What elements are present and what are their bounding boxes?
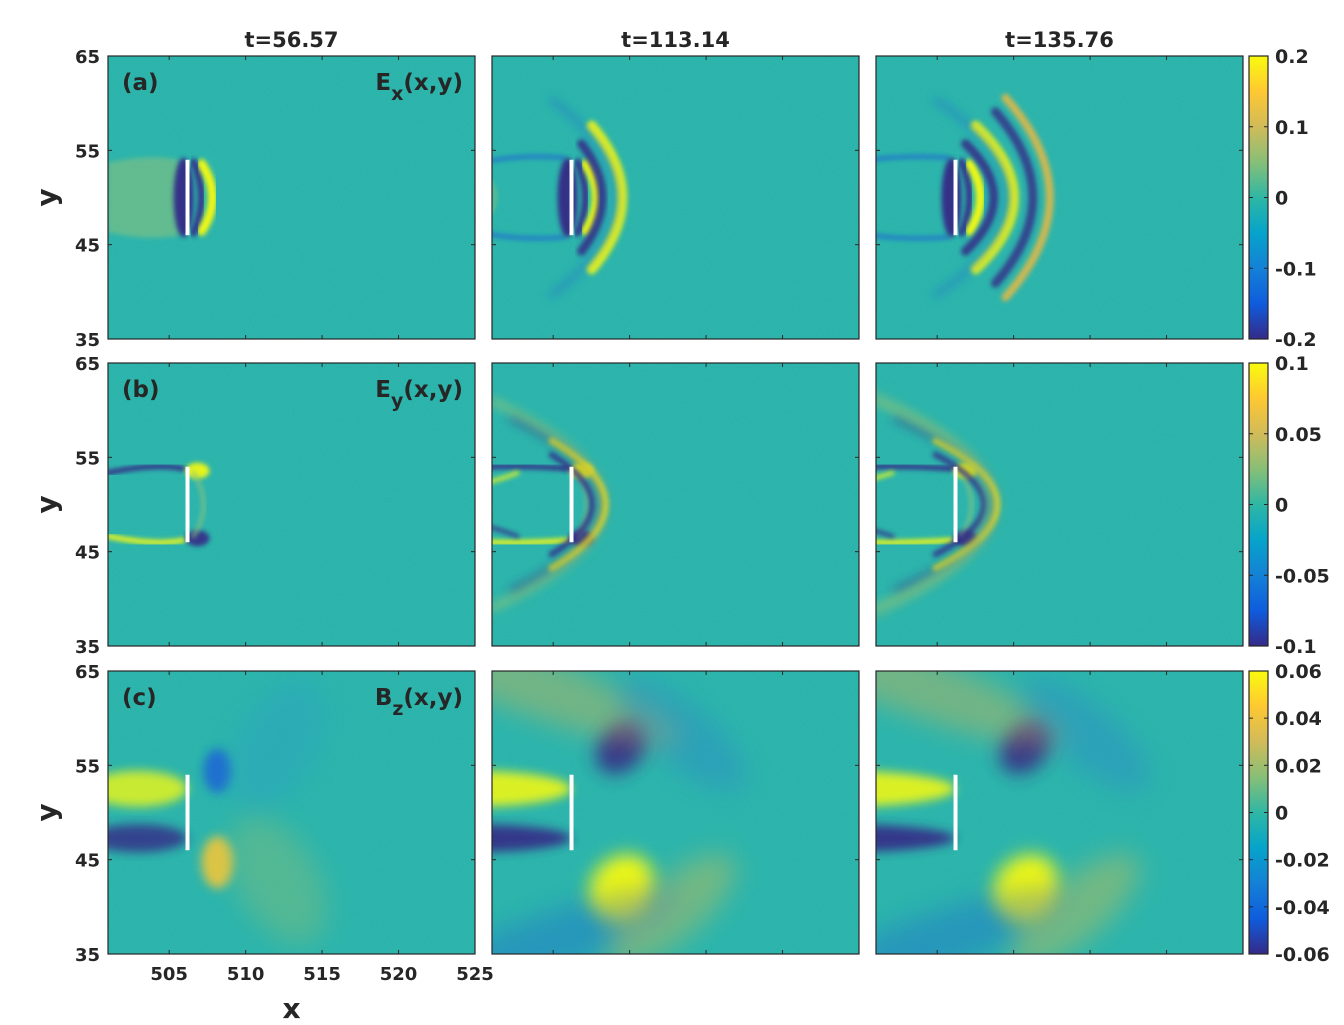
colorbar-tick-label: 0.02 [1275, 755, 1322, 777]
y-tick-label: 45 [75, 851, 100, 872]
y-tick-label: 65 [75, 662, 100, 683]
panel-noise [492, 56, 859, 339]
panel-label: (a) [122, 70, 159, 96]
x-tick-label: 515 [303, 964, 341, 985]
colorbar-tick-label: 0.04 [1275, 708, 1322, 730]
y-axis-label: y [30, 188, 63, 206]
panel-frame [875, 670, 1244, 955]
colorbar-tick-label: -0.06 [1275, 944, 1330, 966]
y-axis-label: y [30, 803, 63, 821]
panel-frame [107, 362, 476, 647]
panel-frame [107, 55, 476, 340]
x-tick-label: 520 [380, 964, 418, 985]
colorbar-tick-label: -0.1 [1275, 258, 1317, 280]
colorbar-tick-label: -0.02 [1275, 850, 1330, 872]
field-label: Ex(x,y) [375, 70, 463, 105]
colorbar-tick-label: -0.04 [1275, 897, 1330, 919]
colorbar-tick-label: 0.06 [1275, 661, 1322, 683]
panel-frame [107, 670, 476, 955]
x-tick-label: 505 [150, 964, 188, 985]
y-tick-label: 55 [75, 756, 100, 777]
column-title: t=135.76 [1005, 28, 1114, 52]
heatmap-panel-2-0 [108, 671, 475, 954]
x-tick-label: 525 [456, 964, 494, 985]
heatmap-panel-1-1 [492, 363, 859, 646]
panel-frame [491, 362, 860, 647]
column-title: t=56.57 [244, 28, 338, 52]
field-label: Bz(x,y) [375, 685, 463, 720]
panel-frame [491, 55, 860, 340]
panel-frame [875, 362, 1244, 647]
y-tick-label: 55 [75, 448, 100, 469]
heatmap-panel-1-0 [108, 363, 475, 646]
colorbar-tick-label: 0.05 [1275, 424, 1322, 446]
panel-noise [876, 363, 1243, 646]
y-tick-label: 35 [75, 330, 100, 351]
column-title: t=113.14 [621, 28, 730, 52]
colorbar-tick-label: 0 [1275, 495, 1288, 517]
heatmap-panel-0-0 [108, 56, 475, 339]
colorbar-tick-label: -0.2 [1275, 329, 1317, 351]
heatmap-panel-0-1 [492, 56, 859, 339]
colorbar-tick-label: 0 [1275, 803, 1288, 825]
heatmap-panel-2-1 [492, 671, 859, 954]
heatmap-panel-1-2 [876, 363, 1243, 646]
colorbar-tick-label: 0 [1275, 188, 1288, 210]
panel-noise [492, 363, 859, 646]
panel-noise [108, 363, 475, 646]
colorbar-tick-label: -0.1 [1275, 636, 1317, 658]
y-tick-label: 65 [75, 47, 100, 68]
y-axis-label: y [30, 495, 63, 513]
y-tick-label: 55 [75, 141, 100, 162]
panel-frame [875, 55, 1244, 340]
colorbar-tick-label: 0.2 [1275, 46, 1309, 68]
y-tick-label: 65 [75, 354, 100, 375]
colorbar-tick-label: 0.1 [1275, 353, 1309, 375]
colorbar-tick-label: 0.1 [1275, 117, 1309, 139]
panel-noise [876, 56, 1243, 339]
y-tick-label: 35 [75, 637, 100, 658]
panel-frame [491, 670, 860, 955]
y-tick-label: 35 [75, 945, 100, 966]
colorbar-tick-label: -0.05 [1275, 565, 1330, 587]
heatmap-panel-2-2 [876, 671, 1243, 954]
field-label: Ey(x,y) [375, 377, 463, 412]
y-tick-label: 45 [75, 236, 100, 257]
panel-label: (b) [122, 377, 160, 403]
y-tick-label: 45 [75, 543, 100, 564]
x-axis-label: x [282, 992, 300, 1025]
x-tick-label: 510 [227, 964, 265, 985]
heatmap-panel-0-2 [876, 56, 1243, 339]
panel-label: (c) [122, 685, 157, 711]
